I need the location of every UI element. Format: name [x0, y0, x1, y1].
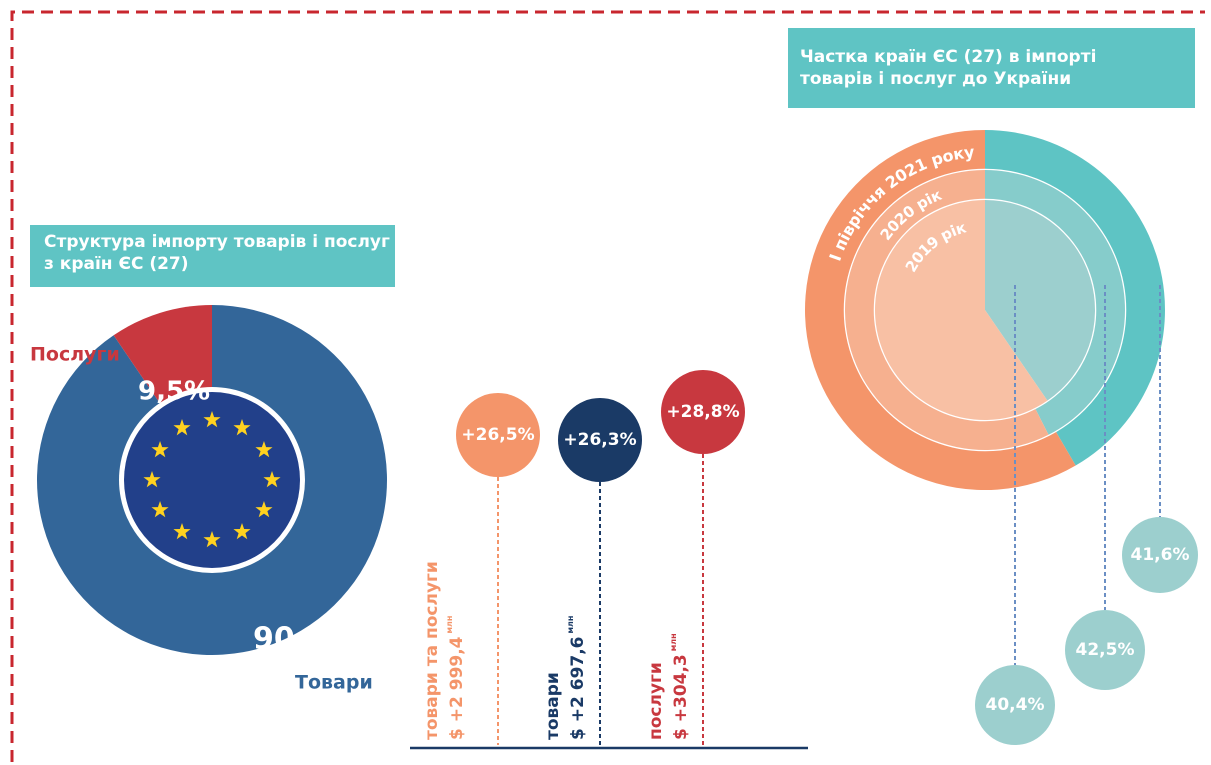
amount: $ +2 999,4	[447, 636, 467, 740]
ring-rest	[805, 130, 1076, 490]
amount: $ +304,3	[671, 654, 691, 740]
category-label: товари	[543, 672, 563, 740]
flag-star	[263, 471, 281, 488]
title-line: товарів і послуг до України	[800, 69, 1071, 89]
flag-star	[255, 501, 273, 518]
flag-star	[173, 522, 191, 540]
amount-label: $ +2 999,4 млн	[445, 616, 468, 740]
value-bubble	[1122, 517, 1198, 593]
category-label: послуги	[646, 662, 666, 740]
ring-share	[985, 130, 1166, 466]
value-label: 90,5%	[253, 622, 357, 657]
category-label: Послуги	[30, 344, 120, 366]
ring-rest	[845, 170, 1049, 450]
value-label: 40,4%	[986, 695, 1045, 715]
amount-label: $ +2 697,6 млн	[566, 616, 589, 740]
title-line: Структура імпорту товарів і послуг	[44, 232, 390, 252]
value-label: 9,5%	[138, 377, 210, 407]
unit: млн	[669, 633, 678, 651]
category-label: Товари	[295, 672, 373, 694]
ring-rest	[874, 200, 1048, 421]
ring-share	[985, 200, 1095, 401]
chart-title: Частка країн ЄС (27) в імпорті товарів і …	[800, 47, 1096, 89]
flag-star	[255, 441, 273, 458]
flag-star	[203, 531, 221, 548]
lollipop-head	[456, 393, 540, 477]
value-bubble	[1065, 610, 1145, 690]
value-label: 42,5%	[1076, 640, 1135, 660]
value-label: +26,5%	[461, 425, 534, 445]
flag-star	[151, 501, 169, 518]
chart-title: Структура імпорту товарів і послуг з краї…	[44, 232, 390, 274]
lollipop-head	[558, 398, 642, 482]
flag-star	[233, 419, 251, 436]
title-line: Частка країн ЄС (27) в імпорті	[800, 47, 1096, 67]
eu-flag	[124, 392, 300, 568]
value-bubble	[975, 665, 1055, 745]
flag-star	[233, 522, 251, 540]
flag-star	[173, 419, 191, 436]
value-label: +28,8%	[666, 402, 739, 422]
flag-star	[143, 471, 161, 488]
value-label: 41,6%	[1131, 545, 1190, 565]
category-label: товари та послуги	[422, 561, 442, 740]
ring-share	[985, 170, 1125, 435]
title-box	[30, 225, 395, 287]
title-line: з країн ЄС (27)	[44, 254, 189, 274]
amount: $ +2 697,6	[568, 636, 588, 740]
flag-star	[151, 441, 169, 458]
unit: млн	[445, 616, 454, 634]
frame	[10, 10, 1205, 762]
value-label: +26,3%	[563, 430, 636, 450]
lollipop-head	[661, 370, 745, 454]
unit: млн	[566, 616, 575, 634]
title-box	[788, 28, 1195, 108]
flag-star	[203, 411, 221, 428]
amount-label: $ +304,3 млн	[669, 633, 692, 740]
